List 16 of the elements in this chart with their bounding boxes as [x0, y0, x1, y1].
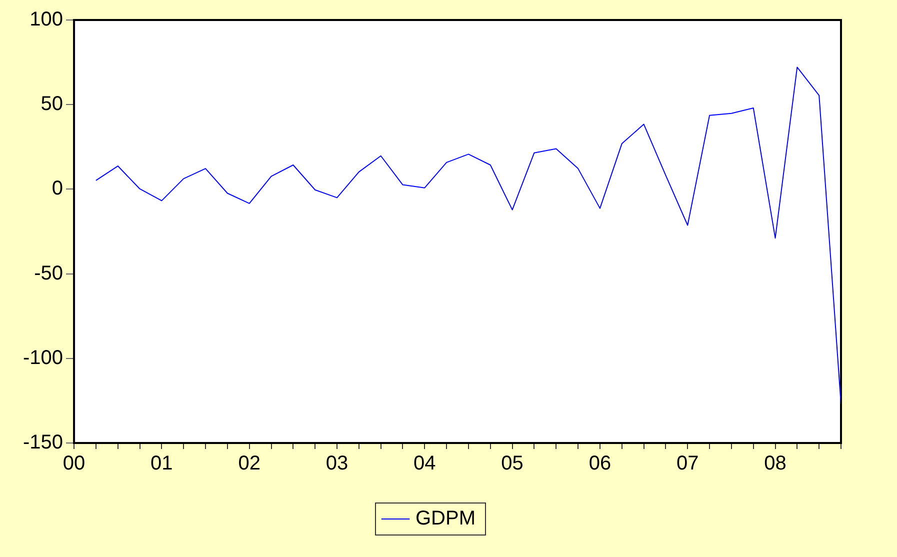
x-tick-label: 07 [676, 452, 699, 475]
y-tick-label: 0 [52, 178, 64, 200]
x-tick-label: 08 [764, 452, 786, 475]
x-tick-label: 03 [326, 452, 348, 475]
x-tick-label: 00 [62, 452, 86, 475]
x-tick-label: 05 [501, 452, 524, 475]
y-tick-label: -100 [23, 346, 64, 369]
x-tick-label: 02 [238, 452, 260, 475]
x-tick-label: 04 [414, 452, 436, 475]
x-tick-label: 01 [150, 452, 173, 475]
y-tick-label: 100 [30, 8, 64, 31]
y-tick-label: -150 [23, 432, 64, 454]
x-tick-label: 06 [588, 452, 612, 475]
y-tick-label: -50 [34, 262, 64, 284]
legend-label: GDPM [416, 508, 476, 530]
y-tick-label: 50 [40, 93, 64, 116]
